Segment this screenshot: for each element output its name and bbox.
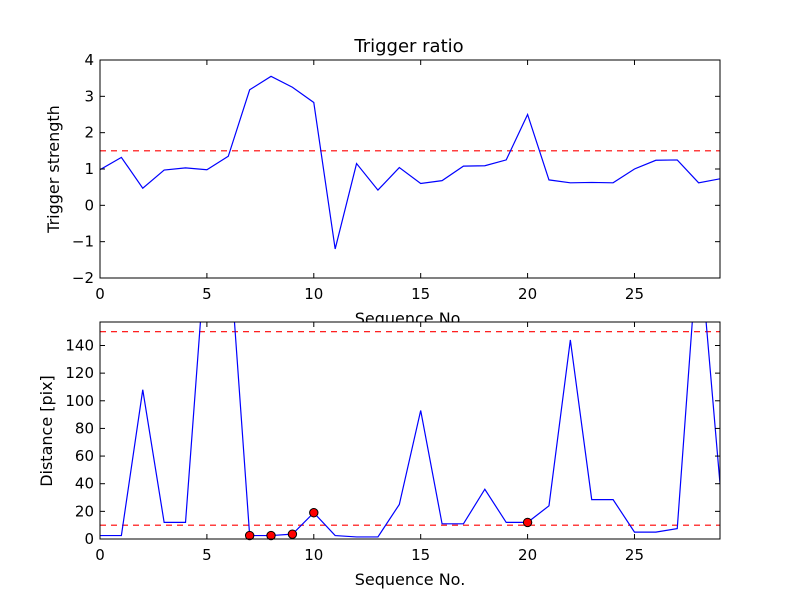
x-tick-label: 0 [95, 285, 105, 303]
y-tick-label: 120 [65, 364, 94, 382]
highlight-point [266, 530, 276, 541]
bottom-plot-frame [100, 322, 720, 539]
highlight-point [309, 508, 319, 518]
series-line [100, 75, 720, 250]
top-y-axis-label: Trigger strength [44, 105, 63, 234]
x-tick-label: 5 [202, 285, 212, 303]
y-tick-label: −1 [72, 233, 94, 251]
series-line [100, 322, 720, 538]
x-tick-label: 15 [411, 285, 430, 303]
y-tick-label: 0 [84, 196, 94, 214]
y-tick-label: 140 [65, 336, 94, 354]
x-tick-label: 25 [625, 285, 644, 303]
x-tick-label: 25 [625, 546, 644, 564]
y-tick-label: 3 [84, 87, 94, 105]
y-tick-label: 2 [84, 124, 94, 142]
x-tick-label: 20 [518, 285, 537, 303]
y-tick-label: 1 [84, 160, 94, 178]
bottom-y-axis-label: Distance [pix] [37, 375, 56, 487]
y-tick-label: 80 [75, 419, 94, 437]
y-tick-label: 60 [75, 447, 94, 465]
y-tick-label: −2 [72, 269, 94, 287]
x-tick-label: 15 [411, 546, 430, 564]
highlight-point [244, 530, 255, 541]
y-tick-label: 4 [84, 51, 94, 69]
x-tick-label: 5 [202, 546, 212, 564]
plot-title: Trigger ratio [353, 36, 463, 57]
x-tick-label: 10 [304, 285, 323, 303]
y-tick-label: 0 [84, 530, 94, 548]
highlight-point [522, 517, 533, 528]
y-tick-label: 40 [75, 475, 94, 493]
x-tick-label: 0 [95, 546, 105, 564]
bottom-x-axis-label: Sequence No. [355, 570, 466, 589]
bottom-plot-border [99, 321, 721, 540]
x-tick-label: 10 [304, 546, 323, 564]
y-tick-label: 100 [65, 392, 94, 410]
x-tick-label: 20 [518, 546, 537, 564]
y-tick-label: 20 [75, 502, 94, 520]
highlight-point [287, 529, 298, 539]
distance-plot: 0 5 10 15 20 25 0 20 40 60 80 100 120 140 Sequence No… [37, 321, 721, 589]
